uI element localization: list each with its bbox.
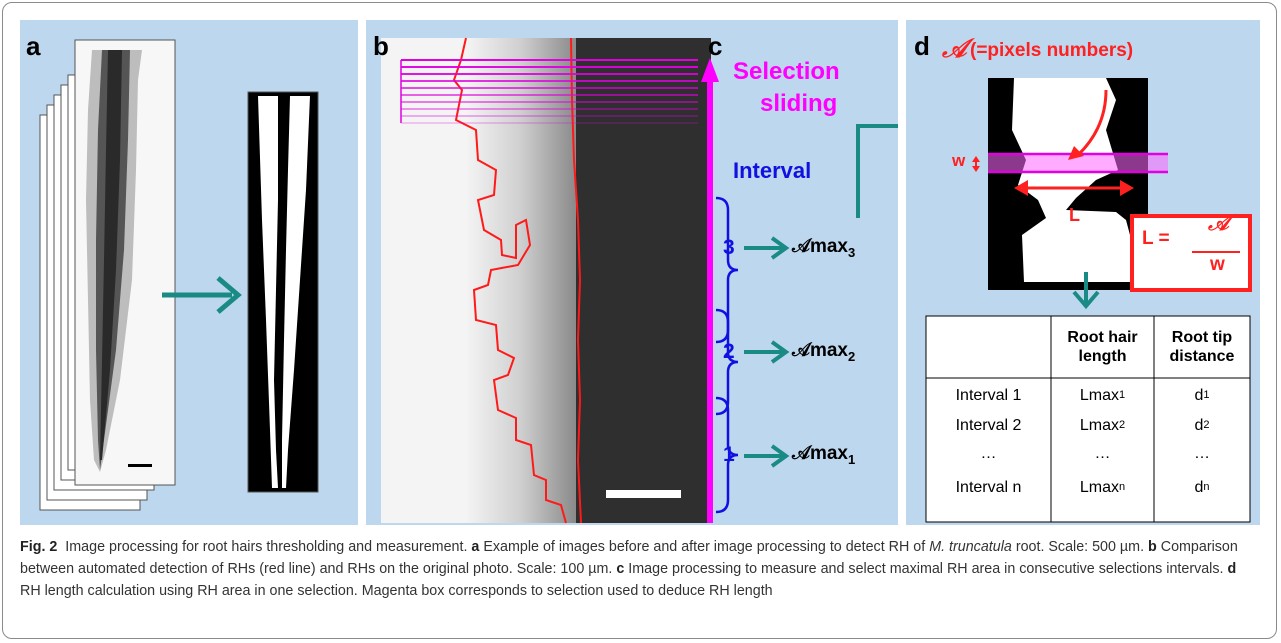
amax-1: 𝒜max1: [792, 443, 856, 467]
panel-b-figure: [381, 37, 898, 524]
table-header-root-hair-length: Root hair length: [1067, 329, 1138, 365]
arrow-d-down: [1072, 272, 1100, 310]
selection-sliding-arrow: [701, 58, 719, 523]
interval-num-3: 3: [723, 236, 735, 259]
interval-title: Interval: [733, 158, 812, 183]
caption-c-label: c: [616, 561, 625, 577]
a-arrow: [1076, 89, 1108, 157]
caption-b-text: Comparison between automated detection o…: [20, 539, 1238, 577]
l-arrow: [1014, 180, 1134, 196]
caption-title: Image processing for root hairs threshol…: [65, 539, 468, 555]
l-label: L: [1069, 205, 1080, 225]
table-header-root-tip-distance: Root tip distance: [1169, 329, 1235, 365]
a-note: (=pixels numbers): [970, 40, 1134, 61]
interval-braces: [715, 196, 739, 514]
w-label: w: [952, 151, 966, 170]
caption-a-text-2: root. Scale: 500 µm.: [1015, 539, 1145, 555]
interval-num-1: 1: [723, 443, 735, 466]
panel-d-label: d: [914, 31, 930, 61]
scale-bar-a: [128, 464, 152, 467]
caption-d-label: d: [1227, 561, 1237, 577]
table-row-1-label: Interval 1: [955, 386, 1022, 404]
selection-lines: [400, 59, 698, 124]
panel-a-label: a: [26, 31, 41, 61]
caption-b-label: b: [1148, 539, 1157, 555]
interval-num-2: 2: [723, 340, 735, 363]
figure-caption: Fig. 2 Image processing for root hairs t…: [20, 536, 1260, 602]
w-arrow: [972, 156, 980, 172]
table-row-n-length: Lmax n: [1079, 478, 1126, 496]
amax-3: 𝒜max3: [792, 236, 856, 260]
amax-2: 𝒜max2: [792, 340, 856, 364]
formula-lhs: L =: [1142, 228, 1170, 249]
interval-arrows: [744, 236, 790, 468]
a-symbol: 𝒜: [942, 34, 967, 64]
table-row-2-label: Interval 2: [955, 416, 1022, 434]
formula-denominator: w: [1210, 254, 1225, 275]
caption-a-text-1: Example of images before and after image…: [483, 539, 926, 555]
table-row-ellipsis-label: …: [980, 444, 997, 462]
caption-d-text: RH length calculation using RH area in o…: [20, 583, 773, 599]
root-image: [86, 50, 142, 472]
selection-title-1: Selection: [733, 58, 840, 85]
rh-detection-line: [452, 37, 567, 524]
table-header-0: [926, 316, 1051, 378]
table-row-ellipsis-length: …: [1094, 444, 1111, 462]
binary-image: [247, 91, 319, 493]
table-row-ellipsis-distance: …: [1194, 444, 1210, 462]
panel-c-label: c: [708, 31, 723, 61]
scale-bar-b: [606, 490, 681, 498]
table-row-2-length: Lmax 2: [1079, 416, 1126, 434]
table-row-n-label: Interval n: [955, 478, 1022, 496]
caption-a-label: a: [471, 539, 480, 555]
caption-a-species: M. truncatula: [929, 539, 1012, 555]
panel-b-label: b: [373, 31, 389, 61]
panel-a-figure: [39, 39, 319, 511]
caption-c-text: Image processing to measure and select m…: [628, 561, 1224, 577]
selection-title-2: sliding: [760, 90, 838, 117]
caption-fig-label: Fig. 2: [20, 539, 58, 555]
formula-numerator: 𝒜: [1208, 210, 1229, 236]
table-row-1-length: Lmax 1: [1079, 386, 1126, 404]
panel-d-figure: [925, 78, 1252, 523]
arrow-c-to-d: [856, 124, 898, 218]
arrow-a-right: [162, 276, 242, 314]
magenta-selection-box: [988, 154, 1168, 172]
binary-crop: [988, 78, 1148, 290]
results-table: [925, 315, 1251, 523]
